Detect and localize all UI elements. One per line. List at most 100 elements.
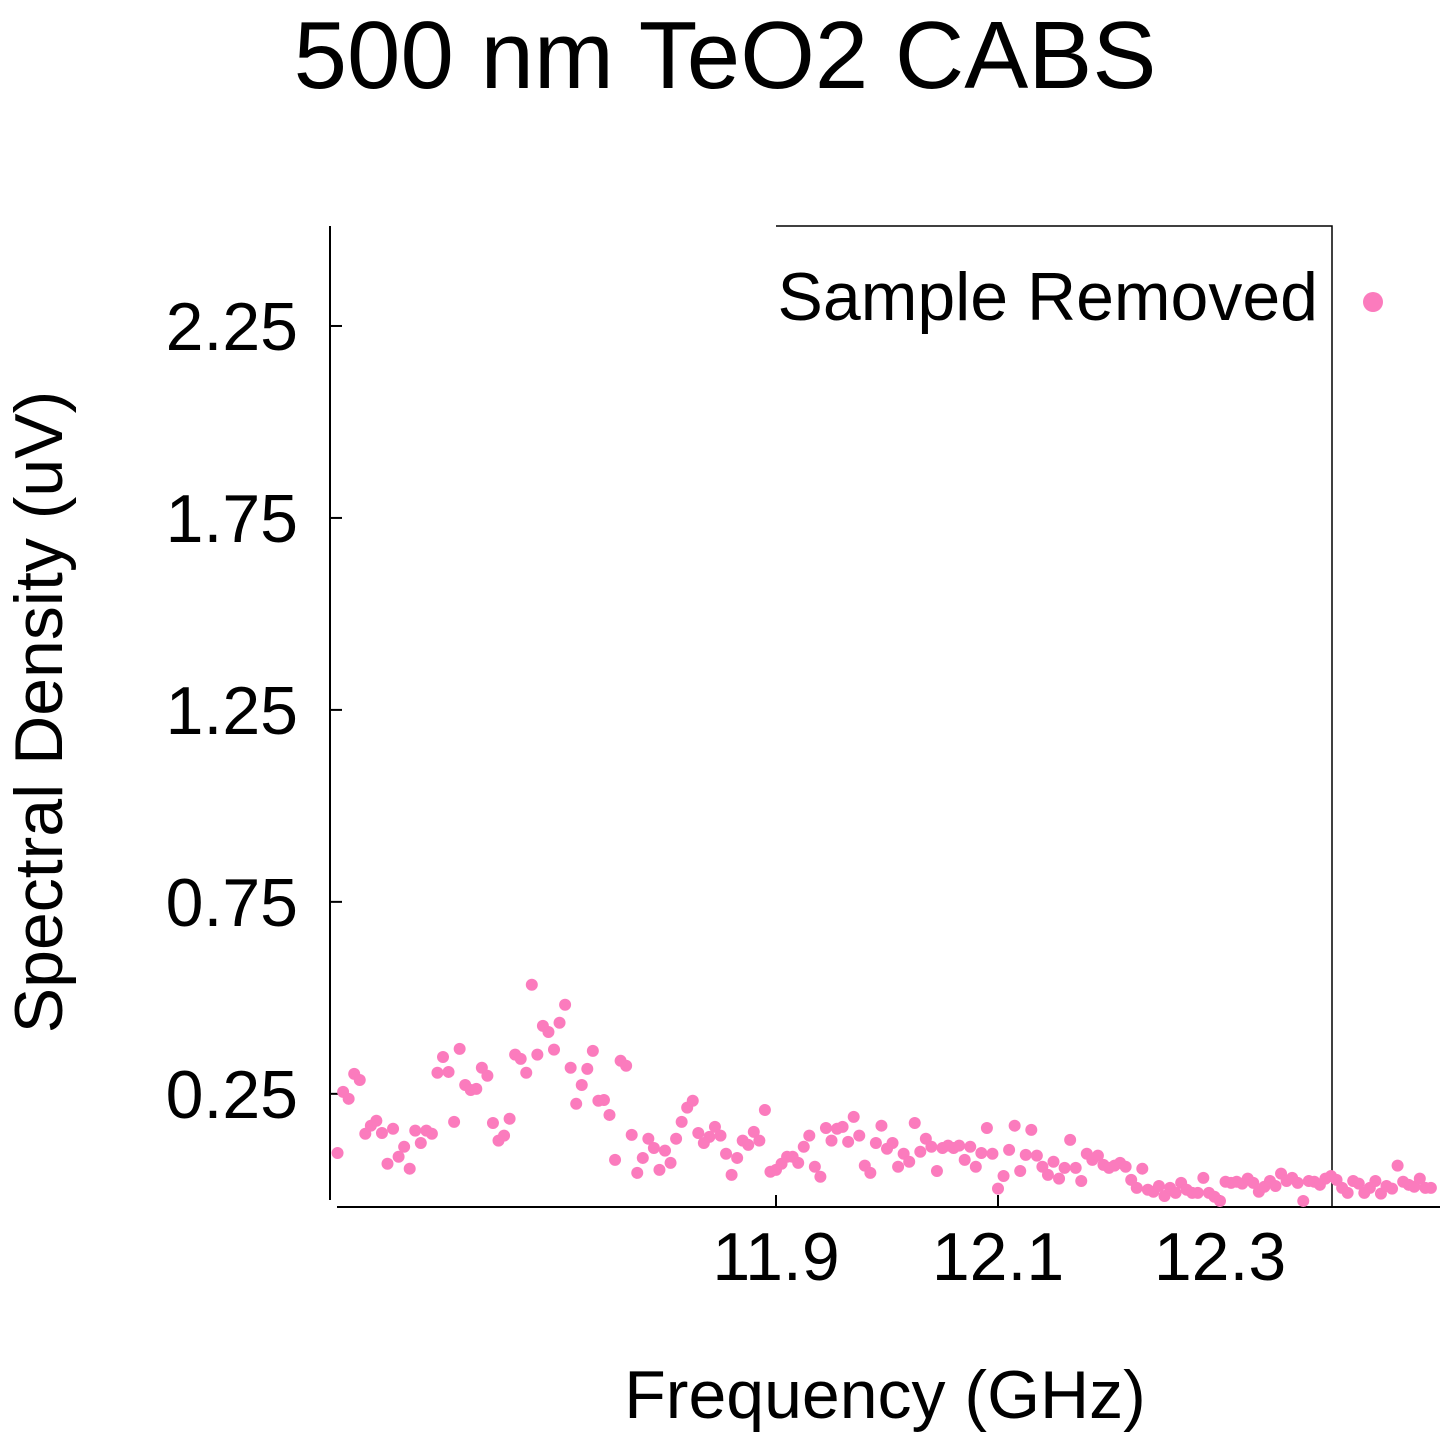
y-axis-label: Spectral Density (uV) <box>1 391 77 1033</box>
data-point <box>553 1016 566 1029</box>
data-point <box>520 1066 533 1079</box>
data-point <box>847 1110 860 1123</box>
data-point <box>836 1120 849 1133</box>
data-point <box>753 1134 766 1147</box>
data-point <box>1136 1162 1149 1175</box>
data-point <box>664 1156 677 1169</box>
data-point <box>1297 1194 1310 1207</box>
data-point <box>869 1136 882 1149</box>
data-point <box>1041 1168 1054 1181</box>
data-point <box>714 1129 727 1142</box>
data-point <box>1152 1179 1165 1192</box>
x-axis-label: Frequency (GHz) <box>624 1357 1145 1433</box>
data-point <box>525 978 538 991</box>
data-point <box>964 1140 977 1153</box>
data-point <box>1069 1161 1082 1174</box>
data-point <box>353 1074 366 1087</box>
data-point <box>570 1097 583 1110</box>
data-point <box>708 1120 721 1133</box>
data-point <box>370 1114 383 1127</box>
y-tick-label: 0.25 <box>166 1057 298 1133</box>
data-point <box>1091 1149 1104 1162</box>
data-point <box>442 1065 455 1078</box>
data-point <box>1352 1177 1365 1190</box>
data-point <box>814 1170 827 1183</box>
data-point <box>392 1150 405 1163</box>
data-point <box>1214 1194 1226 1207</box>
data-point <box>1291 1176 1304 1189</box>
data-point <box>930 1164 943 1177</box>
data-point <box>953 1139 966 1152</box>
data-point <box>864 1166 877 1179</box>
data-point <box>1169 1186 1182 1199</box>
y-tick-label: 1.75 <box>166 481 298 557</box>
data-point <box>1341 1186 1354 1199</box>
data-point <box>842 1135 855 1148</box>
data-point <box>403 1162 416 1175</box>
data-point <box>414 1136 427 1149</box>
data-point <box>514 1052 527 1065</box>
data-point <box>997 1169 1010 1182</box>
data-point <box>1058 1161 1071 1174</box>
data-point <box>625 1128 638 1141</box>
data-point <box>747 1125 760 1138</box>
data-point <box>1064 1133 1077 1146</box>
legend-marker <box>1363 292 1383 312</box>
data-point <box>642 1132 655 1145</box>
data-point <box>819 1121 832 1134</box>
data-point <box>1014 1164 1027 1177</box>
data-point <box>470 1082 483 1095</box>
data-point <box>548 1043 560 1056</box>
data-point <box>892 1160 905 1173</box>
data-point <box>1025 1123 1038 1136</box>
data-point <box>331 1146 344 1159</box>
data-point <box>609 1153 622 1166</box>
data-point <box>631 1166 644 1179</box>
data-point <box>1247 1176 1260 1189</box>
data-point <box>725 1168 738 1181</box>
data-point <box>1413 1172 1426 1185</box>
data-point <box>581 1062 594 1075</box>
y-tick-label: 0.75 <box>166 865 298 941</box>
data-point <box>1191 1186 1204 1199</box>
data-point <box>409 1124 422 1137</box>
data-point <box>653 1163 666 1176</box>
data-point <box>559 998 572 1011</box>
data-point <box>453 1042 466 1055</box>
data-point <box>1119 1160 1132 1173</box>
y-tick-label: 2.25 <box>166 289 298 365</box>
data-point <box>720 1147 733 1160</box>
data-point <box>503 1112 516 1125</box>
data-point <box>603 1108 616 1121</box>
data-point <box>670 1132 683 1145</box>
data-point <box>1008 1119 1021 1132</box>
data-point <box>1130 1181 1143 1194</box>
data-point <box>908 1117 921 1130</box>
data-point <box>825 1134 838 1147</box>
data-point <box>692 1126 705 1139</box>
legend-frame <box>776 225 1333 1207</box>
data-point <box>975 1146 988 1159</box>
data-point <box>575 1078 588 1091</box>
data-point <box>1019 1148 1032 1161</box>
data-point <box>481 1069 494 1082</box>
data-point <box>792 1156 805 1169</box>
data-point <box>1075 1174 1088 1187</box>
data-point <box>448 1115 461 1128</box>
data-point <box>1369 1174 1382 1187</box>
data-point <box>636 1151 649 1164</box>
data-point <box>381 1157 394 1170</box>
data-point <box>431 1066 444 1079</box>
data-point <box>437 1050 449 1063</box>
data-point <box>803 1129 816 1142</box>
data-point <box>969 1160 982 1173</box>
data-point <box>425 1127 438 1140</box>
data-point <box>758 1103 771 1116</box>
data-point <box>925 1140 938 1153</box>
x-tick-label: 12.3 <box>1154 1219 1286 1295</box>
data-point <box>986 1147 999 1160</box>
data-point <box>1269 1179 1282 1192</box>
data-point <box>1053 1172 1066 1185</box>
data-point <box>686 1094 699 1107</box>
